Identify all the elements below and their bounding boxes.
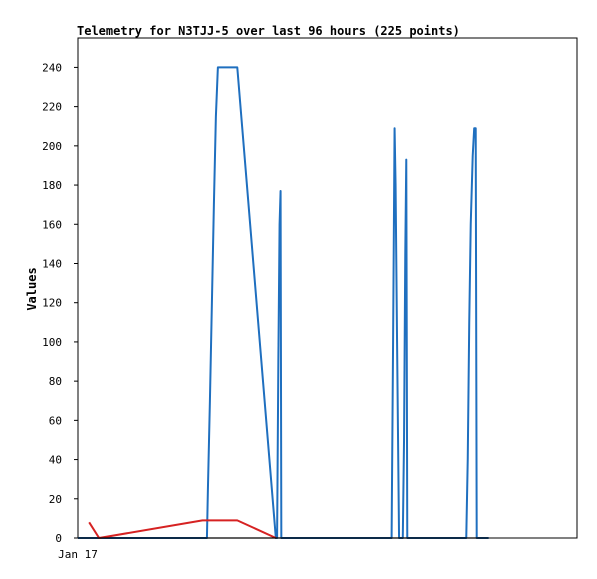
y-tick-label: 120 xyxy=(42,297,62,310)
x-axis-ticks: Jan 17 xyxy=(58,548,98,561)
y-tick-label: 200 xyxy=(42,140,62,153)
y-tick-label: 20 xyxy=(49,493,62,506)
series-line-2 xyxy=(88,519,277,539)
series-line-1 xyxy=(78,66,489,539)
y-tick-label: 180 xyxy=(42,179,62,192)
y-axis-label-group: Values xyxy=(25,267,39,310)
y-tick-label: 100 xyxy=(42,336,62,349)
y-tick-label: 0 xyxy=(55,532,62,545)
x-tick-label: Jan 17 xyxy=(58,548,98,561)
series-group xyxy=(78,66,489,539)
y-axis-label: Values xyxy=(25,267,39,310)
chart-title: Telemetry for N3TJJ-5 over last 96 hours… xyxy=(77,24,460,38)
y-tick-label: 60 xyxy=(49,414,62,427)
y-tick-label: 40 xyxy=(49,454,62,467)
y-tick-label: 80 xyxy=(49,375,62,388)
y-tick-label: 240 xyxy=(42,61,62,74)
y-tick-label: 140 xyxy=(42,257,62,270)
y-tick-label: 220 xyxy=(42,101,62,114)
y-tick-label: 160 xyxy=(42,218,62,231)
y-axis-ticks: 0 20 40 60 80 100 120 140 160 180 200 220 240 xyxy=(42,61,78,545)
plot-frame xyxy=(77,37,578,539)
